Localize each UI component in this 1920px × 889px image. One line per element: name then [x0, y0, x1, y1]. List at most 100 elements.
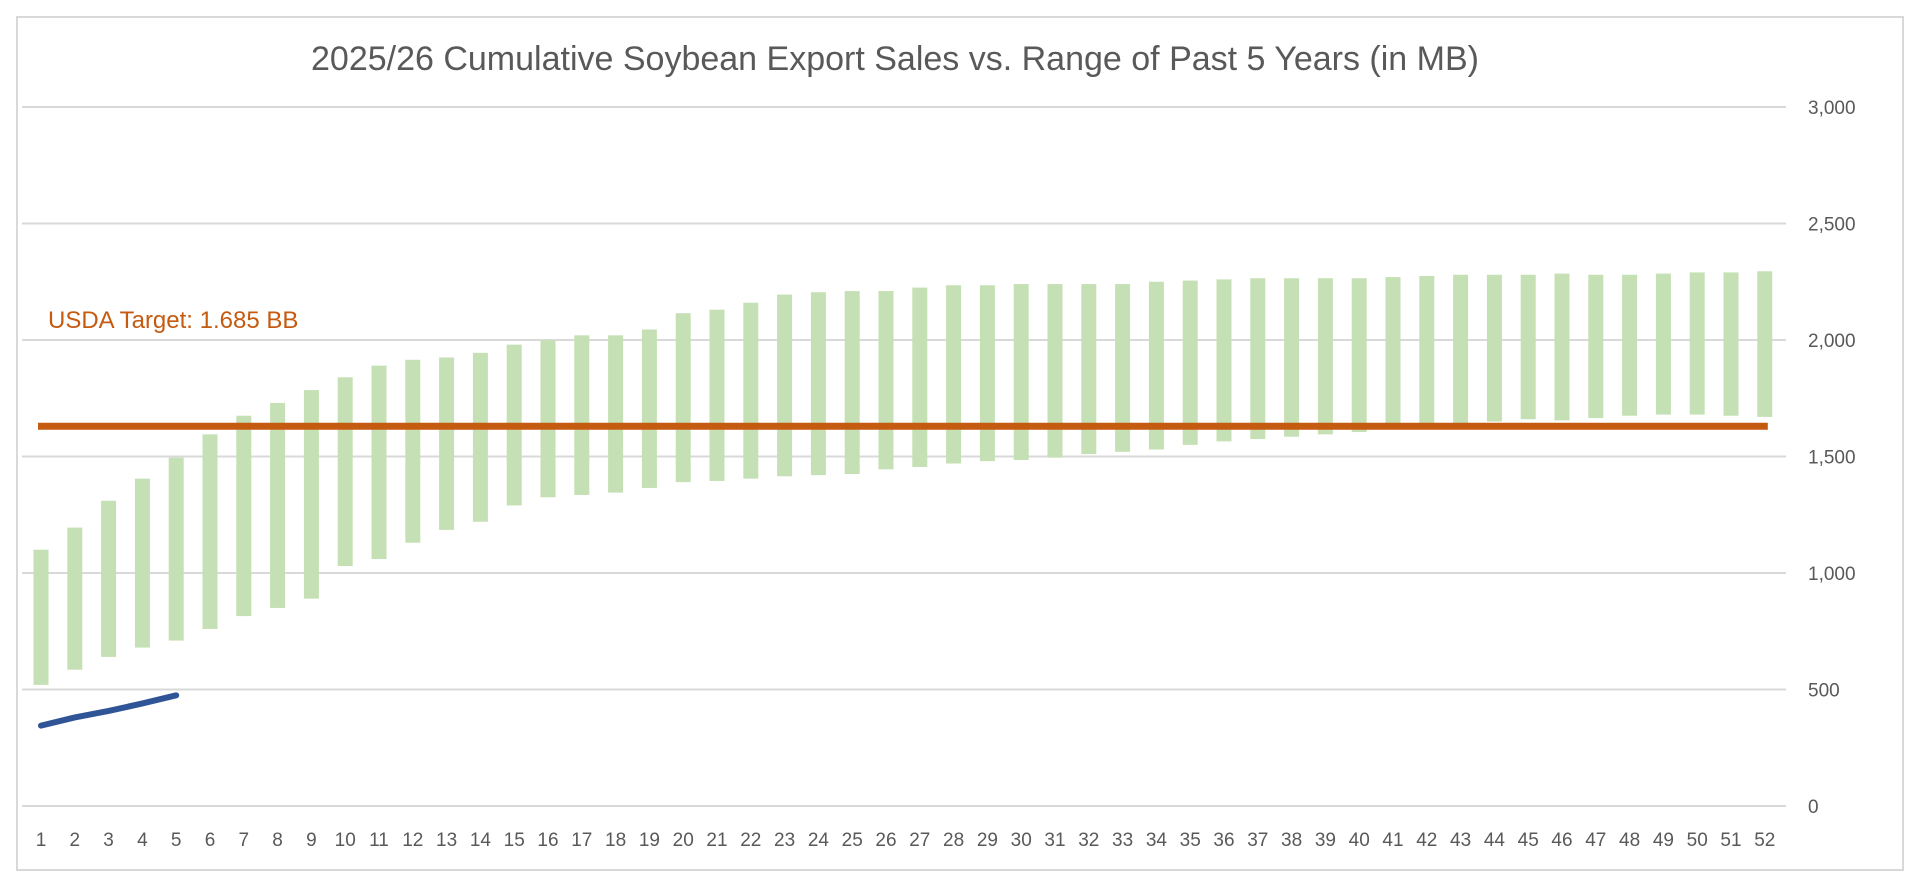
x-axis-ticks: 1 2 3 4 5 6 7 8 9 10 11 12 13 14 15 16 17 18 19 20 21 22 23 24 2…: [36, 830, 1776, 851]
x-tick-label: 4: [137, 830, 148, 851]
range-bar: [540, 340, 556, 498]
x-tick-label: 10: [335, 830, 356, 851]
range-bar: [439, 357, 455, 530]
target-annotation: USDA Target: 1.685 BB: [48, 307, 298, 334]
x-tick-label: 30: [1011, 830, 1032, 851]
range-bar: [101, 500, 117, 657]
range-bar: [1520, 274, 1536, 420]
x-tick-label: 47: [1585, 830, 1606, 851]
range-bar: [472, 352, 488, 522]
x-tick-label: 48: [1619, 830, 1640, 851]
range-bar: [810, 292, 826, 476]
x-tick-label: 13: [436, 830, 457, 851]
range-bar: [1622, 274, 1638, 416]
x-tick-label: 45: [1518, 830, 1539, 851]
x-tick-label: 20: [673, 830, 694, 851]
range-bar: [1250, 278, 1266, 440]
range-bar: [1115, 284, 1131, 452]
range-bar: [1723, 272, 1739, 416]
x-tick-label: 36: [1213, 830, 1234, 851]
x-tick-label: 40: [1349, 830, 1370, 851]
x-tick-label: 14: [470, 830, 492, 851]
x-tick-label: 31: [1044, 830, 1065, 851]
y-axis-ticks: 0 500 1,000 1,500 2,000 2,500 3,000: [1808, 98, 1856, 818]
current-line-group: [38, 692, 180, 729]
current-season-line: [38, 692, 180, 729]
range-bar: [1689, 272, 1705, 415]
range-bar: [337, 377, 353, 567]
range-bar: [371, 365, 387, 560]
range-bar: [979, 285, 995, 462]
x-tick-label: 41: [1382, 830, 1403, 851]
x-tick-label: 52: [1754, 830, 1775, 851]
range-bar: [878, 291, 894, 470]
x-tick-label: 21: [706, 830, 727, 851]
range-bar: [1148, 281, 1164, 450]
x-tick-label: 37: [1247, 830, 1268, 851]
range-bar: [844, 291, 860, 474]
range-bar: [1013, 284, 1029, 460]
range-bar: [1486, 274, 1502, 422]
range-bar: [1385, 277, 1401, 429]
range-bar: [1216, 279, 1232, 442]
range-bar: [303, 390, 319, 599]
y-tick-label: 2,000: [1808, 331, 1856, 352]
range-bar: [1757, 271, 1773, 417]
range-bar: [912, 287, 928, 467]
y-tick-label: 1,500: [1808, 448, 1856, 469]
x-tick-label: 2: [70, 830, 81, 851]
range-bar: [675, 313, 691, 483]
x-tick-label: 15: [504, 830, 525, 851]
x-tick-label: 26: [875, 830, 896, 851]
x-tick-label: 9: [306, 830, 317, 851]
x-tick-label: 49: [1653, 830, 1674, 851]
range-bar: [1081, 284, 1097, 455]
range-bar: [777, 294, 793, 477]
range-bar: [1453, 274, 1469, 424]
x-tick-label: 12: [402, 830, 423, 851]
x-tick-label: 24: [808, 830, 830, 851]
x-tick-label: 23: [774, 830, 795, 851]
range-bar: [67, 527, 83, 670]
x-tick-label: 43: [1450, 830, 1471, 851]
x-tick-label: 3: [103, 830, 114, 851]
x-tick-label: 18: [605, 830, 626, 851]
range-bar: [1588, 274, 1604, 419]
range-bar: [1284, 278, 1300, 437]
y-tick-label: 0: [1808, 797, 1819, 818]
grid-lines: [22, 106, 1786, 807]
y-tick-label: 500: [1808, 681, 1840, 702]
range-bar: [168, 457, 184, 641]
x-tick-label: 32: [1078, 830, 1099, 851]
range-bar: [946, 285, 962, 464]
range-bar: [1317, 278, 1333, 435]
range-bar: [641, 329, 657, 488]
x-tick-label: 25: [842, 830, 863, 851]
y-tick-label: 2,500: [1808, 215, 1856, 236]
range-bar: [1182, 280, 1198, 445]
range-bar: [1351, 278, 1367, 433]
y-tick-label: 1,000: [1808, 564, 1856, 585]
x-tick-label: 46: [1551, 830, 1572, 851]
x-tick-label: 33: [1112, 830, 1133, 851]
chart-title: 2025/26 Cumulative Soybean Export Sales …: [311, 40, 1479, 78]
range-bar: [1655, 273, 1671, 415]
x-tick-label: 8: [272, 830, 283, 851]
x-tick-label: 5: [171, 830, 182, 851]
x-tick-label: 6: [205, 830, 216, 851]
range-bar: [1554, 273, 1570, 421]
range-bar: [608, 335, 624, 493]
x-tick-label: 29: [977, 830, 998, 851]
x-tick-label: 34: [1146, 830, 1168, 851]
x-tick-label: 51: [1720, 830, 1741, 851]
x-tick-label: 27: [909, 830, 930, 851]
x-tick-label: 22: [740, 830, 761, 851]
y-tick-label: 3,000: [1808, 98, 1856, 119]
x-tick-label: 1: [36, 830, 47, 851]
range-bar: [405, 359, 421, 543]
range-bar: [33, 549, 49, 685]
range-bar: [1047, 284, 1063, 458]
x-tick-label: 28: [943, 830, 964, 851]
range-bar: [743, 302, 759, 479]
